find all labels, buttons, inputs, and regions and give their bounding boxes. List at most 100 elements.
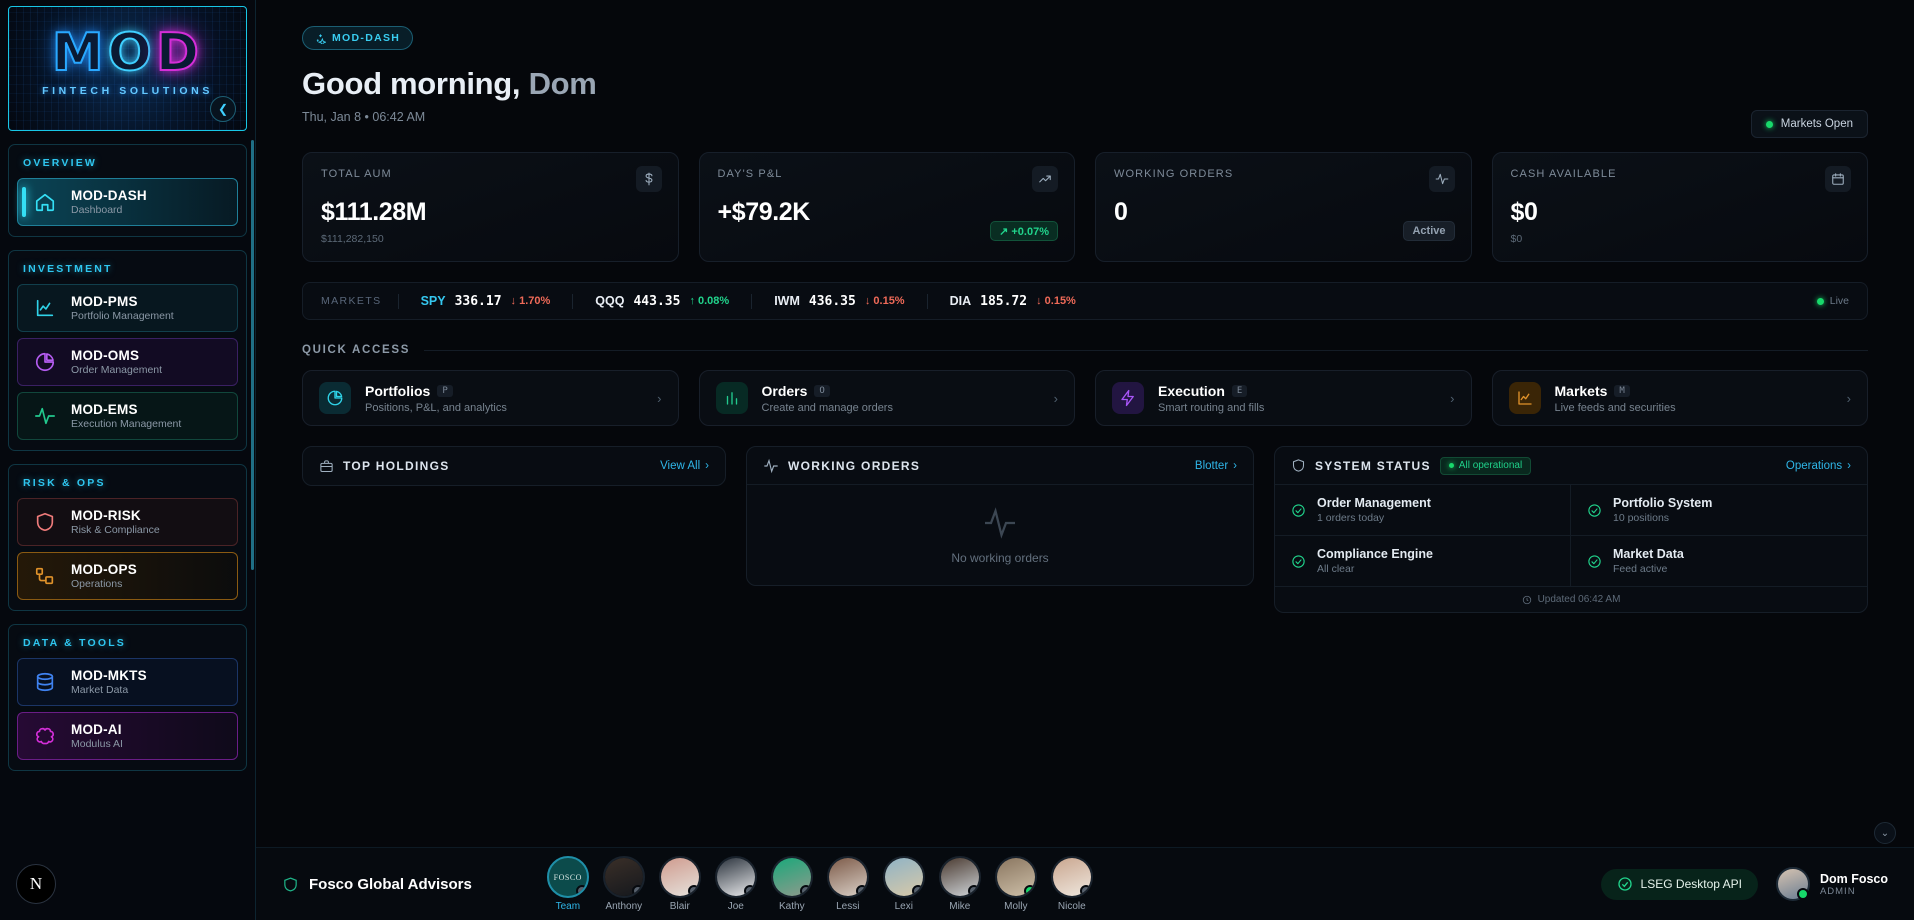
sidebar-item-desc: Operations [71,578,123,590]
quick-access-label: Markets [1554,382,1608,399]
kpi-value: 0 [1114,198,1128,226]
sidebar-item-text: MOD-PMS Portfolio Management [71,294,174,322]
ticker-change: ↓ 1.70% [510,295,551,307]
sidebar-group: DATA & TOOLS MOD-MKTS Market Data MOD-AI Mod… [8,624,247,771]
sidebar-item-mod-ems[interactable]: MOD-EMS Execution Management [17,392,238,440]
team-member-blair[interactable]: Blair [656,856,704,912]
system-status-footer: Updated 06:42 AM [1275,586,1867,612]
team-member-mike[interactable]: Mike [936,856,984,912]
page-badge-label: MOD-DASH [332,32,401,44]
home-icon [32,189,58,215]
top-holdings-panel: TOP HOLDINGS View All › [302,446,726,486]
sidebar-scrollbar[interactable] [251,140,254,570]
chevron-left-icon[interactable]: ❮ [210,96,236,122]
kpi-card[interactable]: DAY'S P&L +$79.2K ↗ +0.07% [698,152,1075,262]
working-orders-title: WORKING ORDERS [788,458,921,473]
live-label: Live [1829,295,1849,307]
quick-access-card-orders[interactable]: Orders O Create and manage orders › [698,370,1075,426]
sidebar: MOD FINTECH SOLUTIONS ❮ OVERVIEW MOD-DASH… [0,0,256,920]
pie-chart-icon [327,390,343,406]
shield-icon [36,512,54,532]
kpi-subvalue: $111,282,150 [321,233,384,245]
database-icon [36,672,54,692]
team-member-kathy[interactable]: Kathy [768,856,816,912]
system-status-sub: Feed active [1613,563,1668,575]
sidebar-item-mod-pms[interactable]: MOD-PMS Portfolio Management [17,284,238,332]
working-orders-panel: WORKING ORDERS Blotter › No working orde… [746,446,1254,586]
bar-chart-icon [715,382,748,414]
pie-chart-icon [319,382,351,414]
kpi-card[interactable]: WORKING ORDERS 0 Active [1095,152,1472,262]
presence-dot-icon [799,885,811,896]
quick-access-shortcut: M [1614,384,1630,397]
quick-access-label: Portfolios [365,382,431,399]
chevron-right-icon: › [1450,390,1455,406]
presence-dot-icon [575,885,587,896]
view-all-link[interactable]: View All › [660,460,709,472]
logo-tagline: FINTECH SOLUTIONS [42,85,213,97]
team-member-name: Kathy [779,901,805,912]
ticker-symbol: QQQ [595,294,625,308]
operations-link[interactable]: Operations › [1786,460,1851,472]
kpi-card[interactable]: CASH AVAILABLE $0 $0 [1491,152,1868,262]
sidebar-item-mod-mkts[interactable]: MOD-MKTS Market Data [17,658,238,706]
live-indicator: Live [1816,295,1849,307]
sidebar-item-mod-dash[interactable]: MOD-DASH Dashboard [17,178,238,226]
ticker-item[interactable]: QQQ 443.35 ↑ 0.08% [572,293,751,309]
quick-access-desc: Smart routing and fills [1158,401,1265,414]
blotter-link[interactable]: Blotter › [1195,460,1237,472]
avatar[interactable]: N [16,864,56,904]
pulse-icon [985,507,1015,539]
team-member-team[interactable]: FOSCO Team [544,856,592,912]
ticker-price: 185.72 [980,293,1028,309]
kpi-value: $111.28M [321,198,427,226]
chevron-down-icon[interactable]: ⌄ [1874,822,1896,844]
kpi-card[interactable]: TOTAL AUM $111.28M $111,282,150 [302,152,679,262]
chevron-right-icon: › [1053,390,1058,406]
pie-chart-icon [35,352,55,372]
quick-access-card-execution[interactable]: Execution E Smart routing and fills › [1095,370,1472,426]
chevron-right-icon: › [1233,459,1237,472]
sidebar-item-mod-risk[interactable]: MOD-RISK Risk & Compliance [17,498,238,546]
top-holdings-header: TOP HOLDINGS View All › [303,447,725,485]
user-menu[interactable]: Dom Fosco ADMIN [1775,867,1888,901]
system-status-sub: 1 orders today [1317,512,1385,524]
system-status-item: Compliance Engine All clear [1275,536,1571,586]
ticker-change: ↓ 0.15% [864,295,905,307]
sidebar-item-mod-ops[interactable]: MOD-OPS Operations [17,552,238,600]
team-member-lessi[interactable]: Lessi [824,856,872,912]
presence-dot-icon [911,885,923,896]
team-member-joe[interactable]: Joe [712,856,760,912]
team-member-name: Nicole [1057,901,1086,912]
shield-icon [32,509,58,535]
quick-access-header: QUICK ACCESS [302,344,1868,356]
avatar [658,856,701,898]
ticker-symbol: DIA [949,294,972,308]
team-member-name: Lessi [836,901,860,912]
status-badge: Markets Open [1750,110,1868,138]
quick-access-card-portfolios[interactable]: Portfolios P Positions, P&L, and analytics… [302,370,679,426]
ticker-item[interactable]: IWM 436.35 ↓ 0.15% [751,293,926,309]
team-member-name: Lexi [894,901,913,912]
updated-label: Updated 06:42 AM [1537,594,1621,605]
sidebar-item-desc: Risk & Compliance [71,524,160,536]
kpi-value: $0 [1510,198,1538,226]
sidebar-item-label: MOD-RISK [71,508,141,523]
team-member-anthony[interactable]: Anthony [600,856,648,912]
team-member-nicole[interactable]: Nicole [1048,856,1096,912]
sidebar-item-text: MOD-MKTS Market Data [71,668,147,696]
team-member-lexi[interactable]: Lexi [880,856,928,912]
sidebar-item-mod-oms[interactable]: MOD-OMS Order Management [17,338,238,386]
ticker-list: SPY 336.17 ↓ 1.70% QQQ 443.35 ↑ 0.08% IWM 436.3… [397,293,1098,309]
ticker-item[interactable]: DIA 185.72 ↓ 0.15% [926,293,1098,309]
presence-dot-icon [743,885,755,896]
lseg-desktop-api-button[interactable]: LSEG Desktop API [1600,868,1758,900]
trending-up-icon [1032,166,1058,192]
quick-access-card-markets[interactable]: Markets M Live feeds and securities › [1491,370,1868,426]
sidebar-item-mod-ai[interactable]: MOD-AI Modulus AI [17,712,238,760]
sidebar-group-title: INVESTMENT [23,263,113,275]
team-member-molly[interactable]: Molly [992,856,1040,912]
markets-ticker-strip: MARKETS SPY 336.17 ↓ 1.70% QQQ 443.35 ↑ 0.08%… [302,282,1868,320]
ticker-item[interactable]: SPY 336.17 ↓ 1.70% [397,293,573,309]
